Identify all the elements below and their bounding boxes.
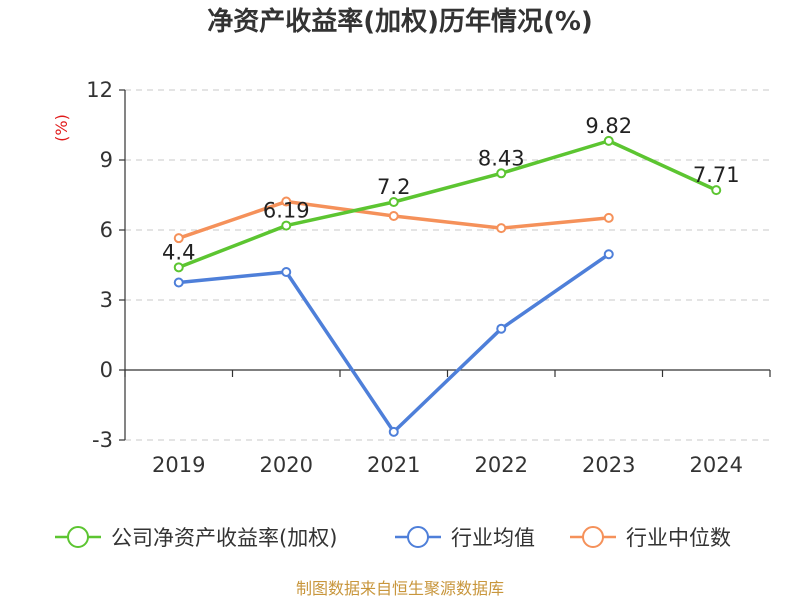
legend-marker — [67, 526, 89, 548]
data-point[interactable] — [603, 212, 614, 223]
data-labels: 4.4 6.19 7.2 8.43 9.82 7.71 — [162, 114, 740, 264]
y-tick-label: -3 — [92, 428, 113, 452]
data-point[interactable] — [173, 233, 184, 244]
legend-item[interactable]: 行业中位数 — [570, 526, 731, 550]
y-tick-label: 3 — [100, 288, 113, 312]
data-point[interactable] — [496, 168, 507, 179]
data-point[interactable] — [173, 277, 184, 288]
legend[interactable]: 公司净资产收益率(加权) 行业均值 行业中位数 — [55, 526, 731, 550]
x-tick-label: 2021 — [367, 453, 420, 477]
legend-label: 公司净资产收益率(加权) — [111, 526, 337, 550]
legend-label: 行业均值 — [451, 526, 535, 550]
data-label: 7.2 — [377, 175, 410, 199]
y-tick-labels: -3 0 3 6 9 12 — [86, 78, 113, 452]
axes — [119, 89, 771, 441]
x-tick-label: 2024 — [690, 453, 743, 477]
series-line — [178, 139, 717, 269]
data-point[interactable] — [173, 262, 184, 273]
data-point[interactable] — [388, 211, 399, 221]
data-point[interactable] — [281, 196, 292, 207]
series-line — [178, 252, 610, 434]
x-tick-labels: 2019 2020 2021 2022 2023 2024 — [152, 453, 743, 477]
data-point[interactable] — [603, 135, 614, 146]
y-tick-label: 12 — [86, 78, 113, 102]
data-label: 4.4 — [162, 240, 195, 264]
series-1 — [173, 249, 614, 437]
y-tick-label: 6 — [100, 218, 113, 242]
data-point[interactable] — [711, 185, 722, 196]
y-tick-label: 9 — [100, 148, 113, 172]
source-note: 制图数据来自恒生聚源数据库 — [296, 579, 504, 598]
data-point[interactable] — [388, 197, 399, 207]
legend-marker — [407, 526, 429, 548]
y-axis-unit: (%) — [52, 114, 71, 142]
data-label: 6.19 — [263, 199, 310, 223]
series-0 — [173, 135, 722, 273]
data-point[interactable] — [496, 323, 507, 334]
data-point[interactable] — [281, 267, 292, 277]
x-tick-label: 2023 — [582, 453, 635, 477]
series-2 — [173, 196, 614, 244]
chart-title: 净资产收益率(加权)历年情况(%) — [207, 6, 593, 37]
legend-item[interactable]: 行业均值 — [395, 526, 535, 550]
x-tick-label: 2020 — [260, 453, 313, 477]
y-tick-label: 0 — [100, 358, 113, 382]
series-layer — [173, 135, 722, 437]
data-label: 9.82 — [585, 114, 632, 138]
data-point[interactable] — [603, 249, 614, 260]
legend-label: 行业中位数 — [626, 526, 731, 550]
data-point[interactable] — [281, 220, 292, 231]
data-point[interactable] — [496, 223, 507, 234]
x-tick-label: 2022 — [475, 453, 528, 477]
legend-marker — [582, 526, 604, 548]
gridlines — [125, 89, 770, 441]
x-tick-label: 2019 — [152, 453, 205, 477]
data-label: 8.43 — [478, 146, 525, 170]
legend-item[interactable]: 公司净资产收益率(加权) — [55, 526, 337, 550]
data-label: 7.71 — [693, 163, 740, 187]
data-point[interactable] — [388, 426, 399, 437]
